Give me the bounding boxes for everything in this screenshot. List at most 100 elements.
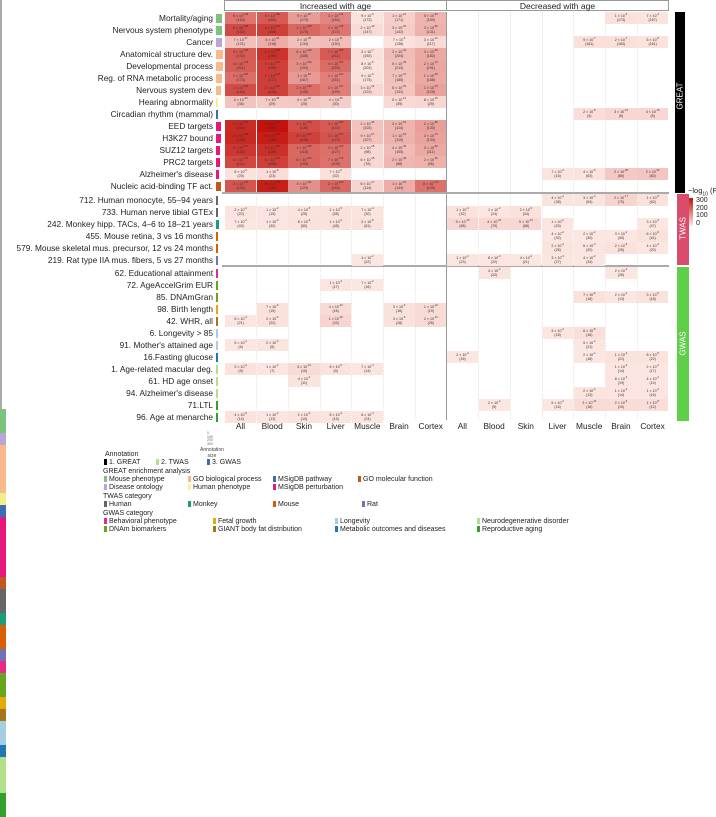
row-label: Developmental process: [126, 61, 213, 71]
heatmap-cell: 4 × 10-180 (162): [256, 12, 288, 24]
category-strip: [0, 505, 6, 517]
heatmap-cell: 3 × 10-180 (142): [320, 120, 352, 132]
category-strip: [0, 673, 6, 685]
legend-label: Mouse: [278, 501, 300, 508]
heatmap-cell: 8 × 10-5 (22): [637, 351, 669, 363]
category-color-bar: [216, 145, 221, 155]
heatmap-cell: 3 × 10-10 (16): [573, 399, 605, 411]
heatmap-cell: 2 × 10-28 (80): [605, 168, 637, 180]
heatmap-cell: 4 × 10-5 (25): [288, 206, 320, 218]
row-label: 62. Educational attainment: [114, 268, 213, 278]
legend-item: Mouse phenotype: [104, 476, 165, 483]
heatmap-cell: 2 × 10-4 (5): [256, 339, 288, 351]
heatmap-cell: 4 × 10-2 (21): [510, 254, 542, 266]
category-color-bar: [216, 109, 218, 119]
heatmap-cell: 9 × 10-237 (132): [225, 144, 257, 156]
legend-item: Human: [104, 501, 132, 508]
heatmap-cell: 9 × 10-15 (88): [446, 218, 479, 230]
heatmap-cell: 1 × 10-4 (13): [288, 411, 320, 423]
category-color-bar: [216, 364, 218, 374]
heatmap-cell: 1 × 10-2 (14): [605, 387, 637, 399]
heatmap-cell: 4 × 10-138 (172): [320, 24, 352, 36]
heatmap-cell: 6 × 10-278 (142): [256, 180, 288, 192]
legend-label: GO molecular function: [363, 476, 433, 483]
heatmap-cell: 5 × 10-4 (15): [320, 411, 352, 423]
category-color-bar: [216, 49, 223, 59]
column-label-liver: Liver: [326, 421, 345, 431]
heatmap-cell: 2 × 10-70 (191): [415, 60, 447, 72]
heatmap-cell: 2 × 10-224 (131): [256, 84, 288, 96]
heatmap-cell: 1 × 10-158 (118): [288, 144, 320, 156]
row-label: EED targets: [168, 121, 213, 131]
heatmap-cell: 8 × 10-3 (22): [478, 254, 510, 266]
category-strip: [0, 637, 6, 649]
row-label: PRC2 targets: [163, 157, 213, 167]
colorbar: [689, 198, 693, 226]
category-color-bar: [216, 85, 221, 95]
header-decreased: Decreased with age: [446, 0, 669, 11]
heatmap-cell: 5 × 10-2 (6): [225, 339, 257, 351]
heatmap-cell: 1 × 10-2 (23): [446, 254, 479, 266]
row-label: 579. Mouse skeletal mus. precursor, 12 v…: [16, 243, 213, 253]
heatmap-cell: 1 × 10-5 (62): [637, 194, 669, 206]
row-label: Circadian rhythm (mammal): [110, 109, 213, 119]
heatmap-cell: 2 × 10-6 (9): [225, 363, 257, 375]
row-label: Hearing abnormality: [138, 97, 213, 107]
heatmap-cell: 8 × 10-15 (29): [415, 96, 447, 108]
heatmap-cell: 4 × 10-15 (5): [637, 108, 669, 120]
heatmap-cell: 6 × 10-15 (78): [351, 156, 383, 168]
annotation-size-label: Annotation size: [200, 447, 224, 459]
legend-swatch: [213, 518, 216, 524]
legend-label: DNAm biomarkers: [109, 526, 167, 533]
heatmap-cell: 1 × 10-2 (13): [256, 411, 288, 423]
legend-swatch: [213, 526, 216, 532]
heatmap-cell: 6 × 10-144 (139): [415, 180, 447, 192]
category-strip: [0, 541, 6, 553]
category-strip: [0, 469, 6, 481]
column-gridline: [604, 12, 606, 420]
legend-item: Metabolic outcomes and diseases: [335, 526, 445, 533]
row-label: 712. Human monocyte, 55–94 years: [79, 195, 213, 205]
legend-swatch: [477, 526, 480, 532]
category-color-bar: [216, 400, 218, 410]
heatmap-cell: 4 × 10-154 (223): [320, 60, 352, 72]
legend-label: Behavioral phenotype: [109, 518, 177, 525]
heatmap-cell: 1 × 10-255 (144): [225, 120, 257, 132]
category-color-bar: [216, 231, 218, 241]
heatmap-cell: 7 × 10-6 (32): [320, 168, 352, 180]
heatmap-cell: 4 × 10-5 (14): [225, 411, 257, 423]
column-label-brain: Brain: [611, 421, 631, 431]
block-separator: [222, 265, 669, 267]
heatmap-cell: 4 × 10-199 (136): [288, 120, 320, 132]
row-label: 455. Mouse retina, 3 vs 16 months: [85, 231, 213, 241]
legend-gwas-title: GWAS category: [103, 510, 153, 517]
row-label: Cancer: [186, 37, 213, 47]
legend-swatch: [104, 459, 107, 465]
category-color-bar: [216, 195, 219, 205]
heatmap-cell: 1 × 10-4 (32): [446, 206, 479, 218]
category-color-bar: [216, 73, 223, 83]
heatmap-cell: 1 × 10-65 (188): [415, 72, 447, 84]
row-label: H3K27 bound: [162, 133, 213, 143]
heatmap-cell: 7 × 10-5 (138): [383, 36, 415, 48]
heatmap-cell: 1 × 10-2 (15): [256, 206, 288, 218]
category-color-bar: [216, 388, 218, 398]
legend-item: Behavioral phenotype: [104, 518, 177, 525]
legend-swatch: [335, 526, 338, 532]
category-color-bar: [216, 61, 223, 71]
category-strip: [0, 793, 6, 805]
heatmap-cell: 5 × 10-53 (159): [415, 12, 447, 24]
legend-item: Disease ontology: [104, 484, 163, 491]
heatmap-cell: 5 × 10-62 (118): [256, 36, 288, 48]
legend-label: Disease ontology: [109, 484, 163, 491]
legend-label: Mouse phenotype: [109, 476, 165, 483]
heatmap-cell: 3 × 10-250 (129): [256, 144, 288, 156]
column-label-blood: Blood: [483, 421, 505, 431]
colorbar-tick: 200: [696, 204, 708, 212]
legend-item: 2. TWAS: [156, 459, 189, 466]
legend-item: Rat: [362, 501, 378, 508]
category-color-bar: [216, 292, 218, 302]
heatmap-cell: 1 × 10-5 (28): [320, 206, 352, 218]
heatmap-cell: 9 × 10-30 (25): [288, 96, 320, 108]
row-label: 16.Fasting glucose: [143, 352, 213, 362]
